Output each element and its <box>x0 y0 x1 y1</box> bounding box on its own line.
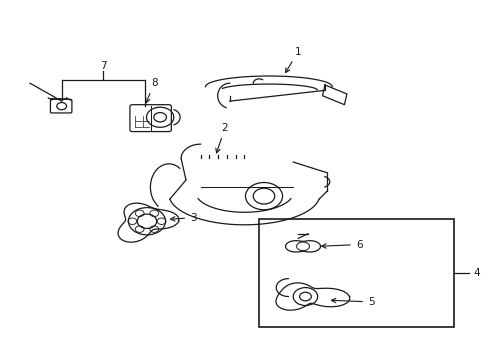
Text: 6: 6 <box>321 239 362 249</box>
Text: 4: 4 <box>473 268 479 278</box>
Text: 1: 1 <box>285 46 301 73</box>
Text: 3: 3 <box>170 213 196 222</box>
Text: 8: 8 <box>145 78 157 103</box>
Text: 7: 7 <box>100 61 106 71</box>
Text: 2: 2 <box>215 123 228 153</box>
Text: 5: 5 <box>331 297 374 307</box>
Bar <box>259 220 453 327</box>
